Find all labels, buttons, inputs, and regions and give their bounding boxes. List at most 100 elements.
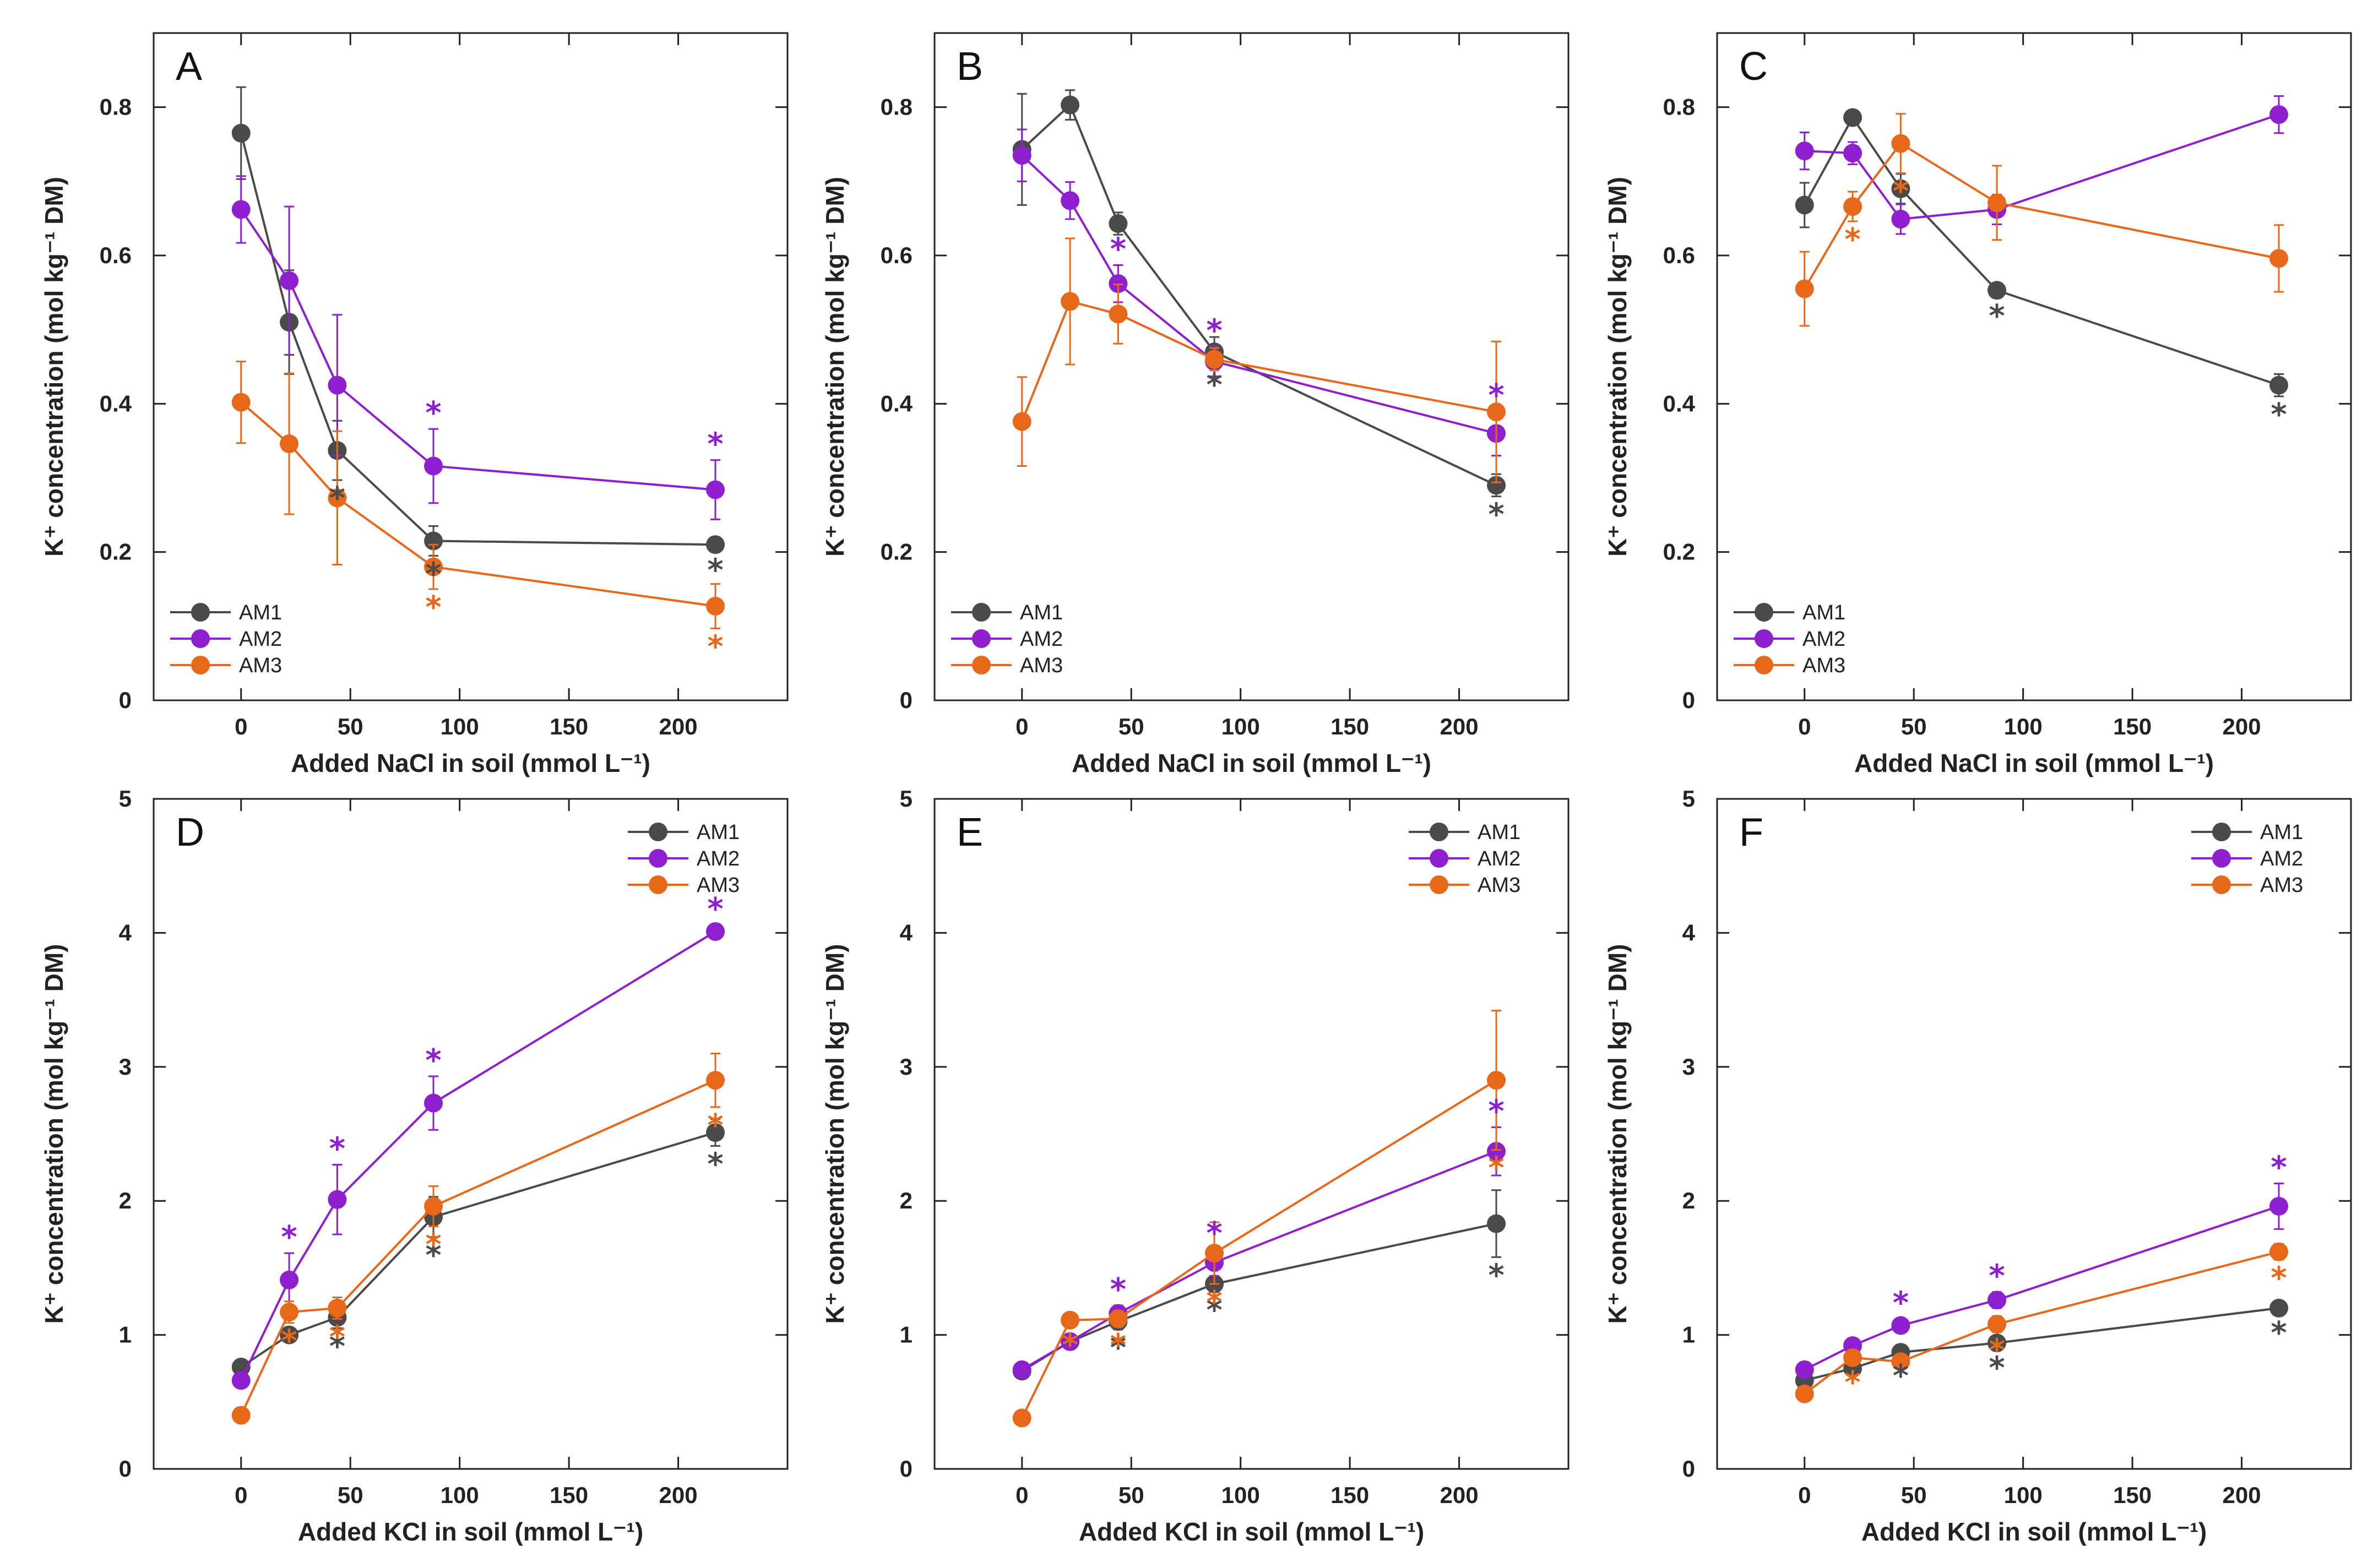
panel-letter: E	[957, 810, 983, 854]
legend-marker	[191, 603, 210, 622]
series-AM1	[1795, 108, 2289, 398]
y-tick-label: 0.8	[881, 94, 913, 120]
series-AM2	[1795, 1183, 2289, 1379]
significance-star: *	[2271, 1315, 2287, 1351]
legend-marker	[972, 603, 991, 622]
y-tick-label: 0.4	[1663, 390, 1696, 416]
y-tick-label: 0.6	[881, 242, 913, 268]
series-line	[1804, 1306, 2279, 1382]
series-line	[1020, 300, 1497, 422]
data-point	[1109, 304, 1128, 324]
x-axis-label: Added NaCl in soil (mmol L⁻¹)	[291, 749, 650, 777]
x-tick-label: 100	[2004, 1482, 2043, 1508]
data-point	[2269, 375, 2289, 395]
data-point	[328, 375, 347, 395]
data-point	[1891, 179, 1910, 198]
panel-B: B 0 50 100 150 200 0 0.2 0.4 0.6 0.8 Added NaCl in …	[821, 32, 1570, 777]
data-point	[231, 1371, 251, 1390]
significance-star: *	[1893, 174, 1909, 210]
data-point	[1843, 108, 1862, 127]
series-line	[1804, 115, 2279, 386]
x-tick-label: 50	[1118, 1482, 1144, 1508]
series-line	[1021, 103, 1497, 487]
y-tick-label: 1	[1682, 1322, 1695, 1348]
data-point	[1012, 1408, 1031, 1428]
significance-star: *	[425, 395, 441, 431]
x-tick-label: 0	[1798, 714, 1811, 739]
plot-frame	[933, 32, 1570, 701]
data-point	[2269, 105, 2289, 124]
x-tick-label: 100	[441, 1482, 479, 1508]
significance-star: *	[707, 553, 723, 589]
significance-star: *	[707, 427, 723, 462]
panel-letter: B	[957, 45, 983, 89]
significance-star: *	[281, 1324, 297, 1359]
data-point	[1205, 350, 1224, 369]
legend-label: AM2	[1478, 847, 1521, 870]
x-tick-label: 100	[2004, 714, 2043, 739]
x-tick-label: 0	[235, 714, 247, 739]
y-axis-label: K⁺ concentration (mol kg⁻¹ DM)	[1603, 944, 1632, 1324]
data-point	[280, 271, 299, 290]
legend-entry-AM3: AM3	[951, 654, 1063, 677]
data-point	[1795, 279, 1814, 298]
data-point	[1487, 476, 1506, 495]
legend-marker	[649, 875, 667, 894]
y-tick-label: 1	[900, 1322, 913, 1348]
significance-star: *	[329, 1319, 345, 1355]
x-axis-label: Added KCl in soil (mmol L⁻¹)	[298, 1517, 643, 1546]
y-tick-label: 0.8	[100, 94, 132, 120]
significance-star: *	[425, 556, 441, 592]
legend-entry-AM3: AM3	[1734, 654, 1845, 677]
significance-star: *	[1989, 1350, 2005, 1386]
series-AM2	[1012, 1126, 1506, 1379]
significance-star: *	[2271, 1150, 2287, 1186]
significance-star: *	[707, 629, 723, 665]
legend-entry-AM1: AM1	[1734, 601, 1845, 624]
data-point	[1061, 292, 1080, 311]
significance-star: *	[1110, 1272, 1126, 1308]
y-tick-label: 0	[900, 1456, 913, 1482]
series-AM1	[1012, 89, 1506, 498]
y-tick-label: 0.2	[100, 539, 132, 565]
data-point	[1843, 1348, 1862, 1367]
panel-letter: F	[1739, 810, 1763, 854]
plot-frame	[1716, 32, 2352, 701]
legend-entry-AM2: AM2	[1734, 628, 1845, 651]
data-point	[1109, 1309, 1128, 1329]
significance-star: *	[1989, 1259, 2005, 1294]
significance-star: *	[1844, 1365, 1860, 1401]
data-point	[1891, 134, 1910, 153]
x-tick-label: 200	[659, 1482, 698, 1508]
x-axis-label: Added KCl in soil (mmol L⁻¹)	[1861, 1517, 2207, 1546]
series-line	[240, 209, 716, 491]
panel-F: F 0 50 100 150 200 0 1 2 3 4 5 Added KCl in soil (mm…	[1603, 786, 2352, 1546]
significance-star: *	[1844, 222, 1860, 258]
significance-star: *	[1206, 1293, 1222, 1329]
data-point	[1012, 412, 1031, 431]
data-point	[1795, 1384, 1814, 1403]
series-line	[1021, 154, 1497, 435]
y-tick-label: 0.6	[1663, 242, 1695, 268]
legend-marker	[191, 629, 210, 648]
data-point	[1205, 1244, 1224, 1263]
significance-star: *	[1488, 1257, 1504, 1293]
significance-star: *	[707, 1146, 723, 1182]
x-tick-label: 0	[235, 1482, 247, 1508]
x-tick-label: 150	[1331, 1482, 1369, 1508]
series-line	[1804, 113, 2279, 221]
y-tick-label: 5	[1682, 786, 1695, 812]
data-point	[1061, 1310, 1080, 1330]
series-line	[240, 1131, 716, 1368]
legend-entry-AM3: AM3	[628, 874, 740, 897]
y-tick-label: 3	[1682, 1054, 1695, 1080]
legend-entry-AM1: AM1	[951, 601, 1063, 624]
series-line	[1020, 1079, 1497, 1419]
legend-label: AM1	[2260, 821, 2303, 844]
series-line	[1804, 1250, 2279, 1395]
legend-label: AM2	[697, 847, 740, 870]
data-point	[1988, 281, 2007, 300]
y-tick-label: 5	[119, 786, 132, 812]
legend-marker	[1755, 656, 1773, 674]
series-line	[1021, 1150, 1497, 1371]
